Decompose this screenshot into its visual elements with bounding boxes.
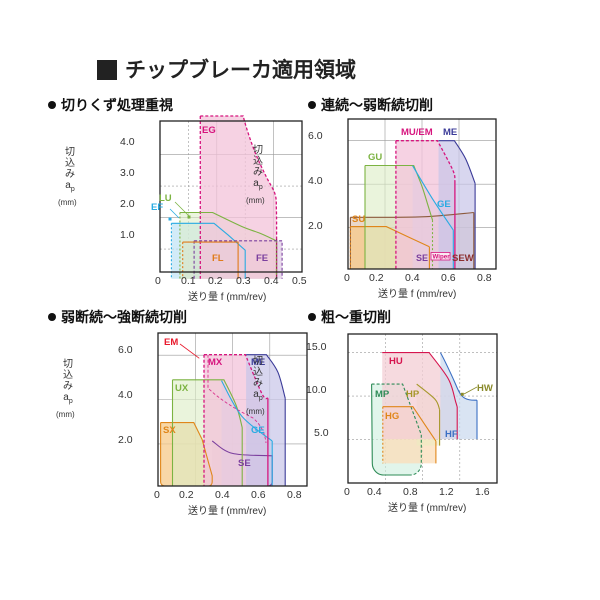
- svg-text:EF: EF: [151, 202, 163, 213]
- svg-text:GE: GE: [251, 425, 265, 436]
- svg-text:MX: MX: [208, 357, 223, 368]
- svg-text:EG: EG: [202, 125, 216, 136]
- svg-text:HF: HF: [445, 429, 458, 440]
- svg-text:ME: ME: [443, 127, 457, 138]
- svg-text:HP: HP: [406, 389, 420, 400]
- svg-text:GU: GU: [368, 152, 382, 163]
- svg-text:UX: UX: [175, 383, 189, 394]
- svg-text:SU: SU: [352, 214, 365, 225]
- svg-text:FE: FE: [256, 253, 268, 264]
- svg-text:EM: EM: [164, 337, 178, 348]
- svg-text:MP: MP: [375, 389, 390, 400]
- svg-text:SE: SE: [416, 253, 428, 263]
- svg-text:HW: HW: [477, 383, 493, 394]
- svg-text:FL: FL: [212, 253, 224, 264]
- svg-text:HU: HU: [389, 356, 403, 367]
- svg-text:SEW: SEW: [452, 253, 474, 264]
- svg-text:Wiper: Wiper: [433, 254, 451, 261]
- svg-text:SX: SX: [163, 425, 176, 436]
- svg-text:MU/EM: MU/EM: [401, 127, 433, 138]
- svg-text:GE: GE: [437, 199, 451, 210]
- svg-text:SE: SE: [238, 458, 251, 469]
- svg-text:HG: HG: [385, 411, 399, 422]
